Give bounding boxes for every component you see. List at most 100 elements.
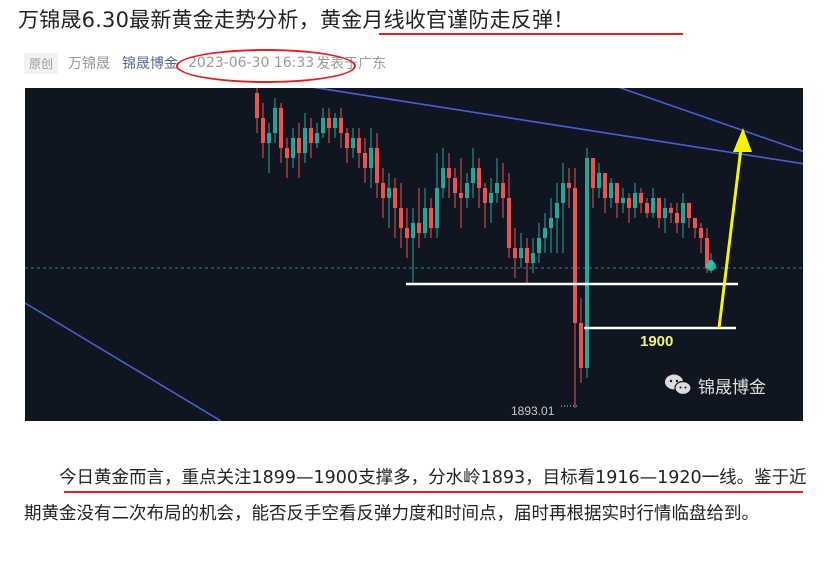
article-title: 万锦晟6.30最新黄金走势分析，黄金月线收官谨防走反弹！	[18, 4, 574, 34]
candle-body	[483, 188, 487, 203]
candle-body	[597, 173, 601, 188]
candle-body	[477, 168, 481, 188]
candle-body	[423, 208, 427, 233]
candle-body	[579, 323, 583, 368]
candle-body	[357, 138, 361, 153]
candle-body	[651, 198, 655, 213]
trendline-upper-1	[312, 88, 803, 165]
candle-body	[495, 183, 499, 193]
candle-body	[693, 218, 697, 228]
candle-body	[519, 248, 523, 258]
candle-body	[549, 218, 553, 228]
candlesticks	[255, 88, 713, 408]
candle-body	[669, 208, 673, 213]
candle-body	[255, 93, 259, 118]
candle-body	[591, 158, 595, 188]
candle-body	[513, 248, 517, 258]
candle-body	[609, 183, 613, 198]
publish-date-wrap: 2023-06-30 16:33	[176, 49, 357, 83]
target-arrow-head	[733, 128, 752, 152]
candle-body	[639, 193, 643, 203]
gold-price-chart-image: 1900 1893.01 锦晟博金	[25, 88, 803, 421]
candle-body	[309, 128, 313, 143]
candle-body	[345, 133, 349, 148]
candle-body	[627, 198, 631, 208]
candle-body	[411, 223, 415, 238]
candle-body	[273, 108, 277, 133]
candle-body	[435, 188, 439, 228]
candle-body	[339, 118, 343, 133]
watermark-text: 锦晟博金	[698, 378, 766, 398]
candle-body	[573, 188, 577, 323]
current-price-dot	[706, 261, 716, 271]
candle-body	[675, 213, 679, 223]
candle-body	[603, 173, 607, 198]
support-label: 1900	[640, 333, 673, 350]
candle-body	[393, 188, 397, 208]
candle-body	[285, 148, 289, 158]
candle-body	[369, 148, 373, 168]
candle-body	[399, 208, 403, 228]
candle-body	[261, 118, 265, 143]
author-name[interactable]: 万锦晟	[68, 56, 111, 72]
candle-body	[501, 183, 505, 198]
candle-body	[561, 183, 565, 203]
candle-body	[681, 203, 685, 223]
candle-body	[489, 193, 493, 203]
title-highlight-underline	[379, 33, 683, 35]
candle-body	[441, 168, 445, 188]
candle-body	[417, 223, 421, 233]
candle-body	[657, 198, 661, 218]
article-body: 今日黄金而言，重点关注1899—1900支撑多，分水岭1893，目标看1916—…	[24, 460, 810, 532]
candle-body	[405, 228, 409, 238]
body-paragraph: 今日黄金而言，重点关注1899—1900支撑多，分水岭1893，目标看1916—…	[24, 468, 807, 524]
candle-body	[291, 138, 295, 158]
candle-body	[375, 148, 379, 183]
trendline-lower	[25, 302, 222, 421]
trendline-upper-2	[618, 88, 803, 153]
article-meta: 原创 万锦晟 锦晟博金 2023-06-30 16:33 发表于广东	[24, 49, 386, 83]
candle-body	[621, 198, 625, 203]
candle-body	[453, 178, 457, 193]
candle-body	[615, 183, 619, 203]
candle-body	[297, 138, 301, 153]
body-highlight-underline	[64, 491, 803, 493]
title-part-1: 万锦晟6.30最新黄金走势分析，	[18, 8, 320, 32]
low-price-label: 1893.01	[511, 404, 555, 418]
candle-body	[321, 118, 325, 133]
candle-body	[663, 208, 667, 218]
candle-body	[315, 133, 319, 143]
candle-body	[645, 203, 649, 213]
candle-body	[333, 118, 337, 128]
candle-body	[525, 248, 529, 263]
target-arrow-shaft	[717, 147, 743, 329]
candle-body	[471, 168, 475, 183]
candle-body	[585, 158, 589, 368]
candle-body	[555, 203, 559, 218]
candle-body	[507, 198, 511, 248]
watermark: 锦晟博金	[665, 374, 766, 398]
candle-body	[279, 108, 283, 148]
candle-body	[687, 203, 691, 218]
candle-body	[327, 118, 331, 128]
title-part-2: 黄金月线收官谨防走反弹！	[319, 8, 575, 32]
candle-body	[531, 253, 535, 263]
candle-body	[699, 228, 703, 238]
candle-body	[459, 193, 463, 198]
candle-body	[705, 238, 709, 268]
wechat-icon	[665, 374, 692, 396]
candle-body	[387, 188, 391, 198]
candle-body	[363, 153, 367, 168]
candle-body	[429, 208, 433, 228]
candle-body	[351, 138, 355, 148]
candle-body	[303, 128, 307, 153]
candle-body	[537, 238, 541, 253]
candle-body	[543, 228, 547, 238]
original-badge: 原创	[24, 52, 59, 74]
candle-body	[633, 193, 637, 208]
account-link[interactable]: 锦晟博金	[122, 56, 179, 72]
chart-svg: 1900 1893.01 锦晟博金	[25, 88, 803, 421]
candle-body	[267, 133, 271, 143]
candle-body	[381, 183, 385, 198]
candle-body	[567, 183, 571, 188]
